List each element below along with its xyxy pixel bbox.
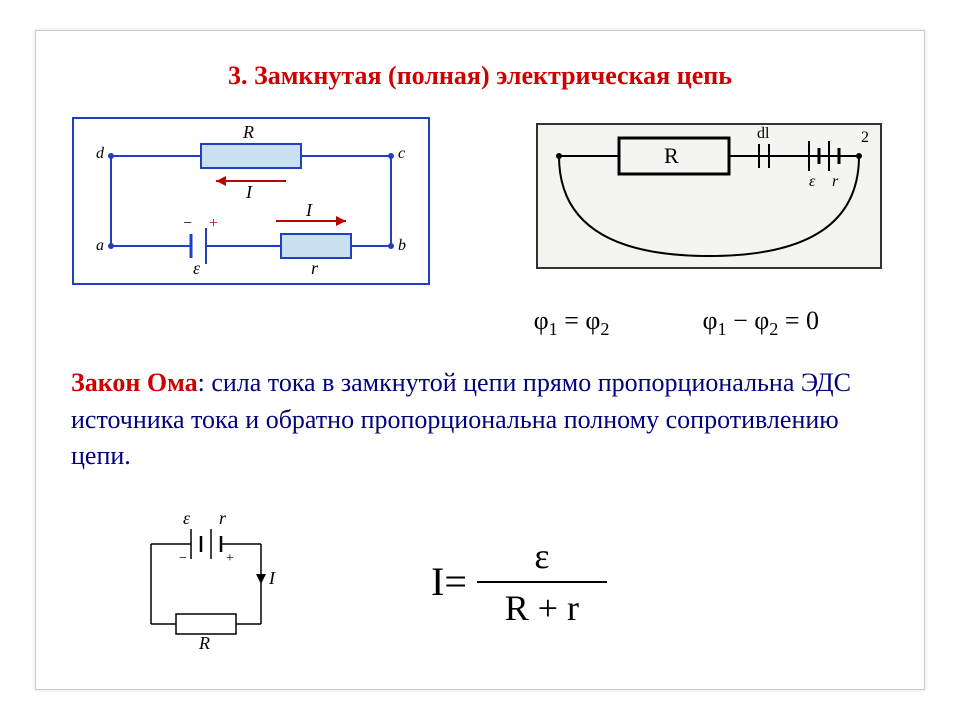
eq1: φ1 = φ2 bbox=[534, 306, 616, 335]
slide-title: 3. Замкнутая (полная) электрическая цепь bbox=[71, 61, 889, 91]
label-minus3: − bbox=[179, 551, 187, 566]
label-2: 2 bbox=[861, 129, 869, 146]
label-plus: + bbox=[209, 215, 218, 232]
circuit-diagram-left: I R d c a b − + bbox=[71, 116, 431, 291]
label-plus3: + bbox=[226, 551, 234, 566]
formula-denominator: R + r bbox=[505, 587, 579, 629]
label-b: b bbox=[398, 237, 406, 254]
label-R: R bbox=[242, 122, 254, 142]
fraction-line bbox=[477, 581, 607, 583]
circuit-svg-1: I R d c a b − + bbox=[71, 116, 431, 286]
label-I3: I bbox=[268, 568, 276, 588]
label-eps2: ε bbox=[809, 173, 816, 190]
slide: 3. Замкнутая (полная) электрическая цепь… bbox=[35, 30, 925, 690]
potential-equations: φ1 = φ2 φ1 − φ2 = 0 bbox=[71, 306, 889, 340]
label-I-top: I bbox=[245, 182, 253, 202]
formula-numerator: ε bbox=[534, 535, 549, 577]
label-r2: r bbox=[832, 173, 839, 190]
bottom-row: ε r − + I R I = ε bbox=[71, 504, 889, 659]
label-r: r bbox=[311, 258, 319, 278]
label-I-right: I bbox=[305, 200, 313, 220]
circuit-diagram-small: ε r − + I R bbox=[121, 504, 291, 659]
diagrams-row: I R d c a b − + bbox=[71, 116, 889, 291]
label-emf: ε bbox=[193, 258, 201, 278]
label-R2: R bbox=[664, 143, 679, 168]
formula-eq: = bbox=[444, 558, 467, 605]
label-eps3: ε bbox=[183, 508, 191, 528]
law-label: Закон Ома bbox=[71, 368, 198, 397]
circuit-diagram-right: R dl ε r 2 bbox=[529, 116, 889, 281]
circuit-svg-2: R dl ε r 2 bbox=[529, 116, 889, 276]
label-d: d bbox=[96, 145, 105, 162]
label-R3: R bbox=[198, 633, 210, 653]
label-r3: r bbox=[219, 508, 227, 528]
label-a: a bbox=[96, 237, 104, 254]
ohms-law-formula: I = ε R + r bbox=[431, 535, 607, 629]
label-c: c bbox=[398, 145, 405, 162]
label-dl: dl bbox=[757, 125, 770, 142]
label-minus: − bbox=[183, 215, 192, 232]
formula-lhs: I bbox=[431, 558, 444, 605]
circuit-svg-3: ε r − + I R bbox=[121, 504, 291, 654]
formula-fraction: ε R + r bbox=[477, 535, 607, 629]
eq2: φ1 − φ2 = 0 bbox=[702, 306, 819, 335]
ohms-law-text: Закон Ома: сила тока в замкнутой цепи пр… bbox=[71, 365, 889, 474]
